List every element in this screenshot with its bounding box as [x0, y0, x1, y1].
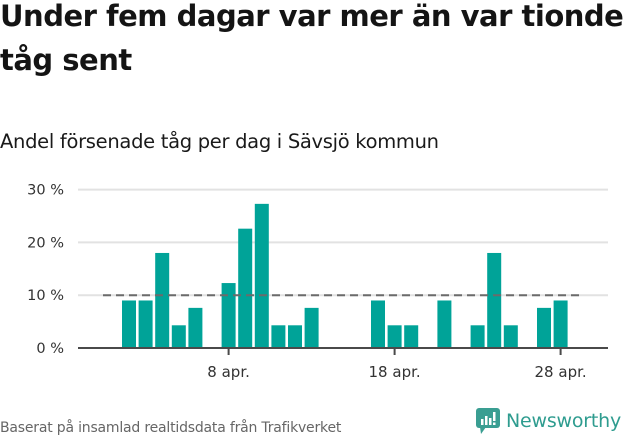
bar: [470, 325, 485, 348]
newsworthy-logo[interactable]: Newsworthy: [476, 408, 621, 434]
bar: [387, 325, 402, 348]
bar: [271, 325, 286, 348]
y-tick-label: 10 %: [27, 288, 64, 304]
bar: [553, 300, 568, 348]
bar-chart: 0 % 10 % 20 % 30 % 8 apr. 18 apr. 28 apr.: [27, 183, 608, 381]
bar: [404, 325, 419, 348]
bar: [537, 307, 551, 348]
bar: [254, 203, 269, 348]
chart-subtitle: Andel försenade tåg per dag i Sävsjö kom…: [0, 130, 439, 153]
bar: [171, 325, 186, 348]
bar: [288, 325, 302, 348]
bar: [304, 307, 319, 348]
x-axis-labels: 8 apr. 18 apr. 28 apr.: [207, 348, 587, 381]
brand-name: Newsworthy: [506, 410, 622, 432]
bar: [122, 300, 136, 348]
y-axis-labels: 0 % 10 % 20 % 30 %: [27, 183, 64, 357]
bar: [221, 283, 236, 348]
bar: [503, 325, 518, 348]
bar-chart-speech-bubble-icon: [476, 408, 500, 434]
x-tick-label: 8 apr.: [207, 363, 250, 381]
x-tick-label: 28 apr.: [535, 363, 587, 381]
bar: [487, 252, 502, 348]
y-tick-label: 20 %: [27, 235, 64, 251]
bar: [155, 252, 170, 348]
y-tick-label: 0 %: [36, 341, 64, 357]
bar: [188, 307, 203, 348]
source-note: Baserat på insamlad realtidsdata från Tr…: [0, 420, 342, 436]
bar: [437, 300, 452, 348]
bar: [238, 228, 253, 348]
y-tick-label: 30 %: [27, 183, 64, 199]
bar: [138, 300, 153, 348]
x-tick-label: 18 apr.: [369, 363, 421, 381]
bars: [122, 203, 568, 348]
chart-title: Under fem dagar var mer än var tionde tå…: [0, 0, 624, 77]
bar: [371, 300, 385, 348]
